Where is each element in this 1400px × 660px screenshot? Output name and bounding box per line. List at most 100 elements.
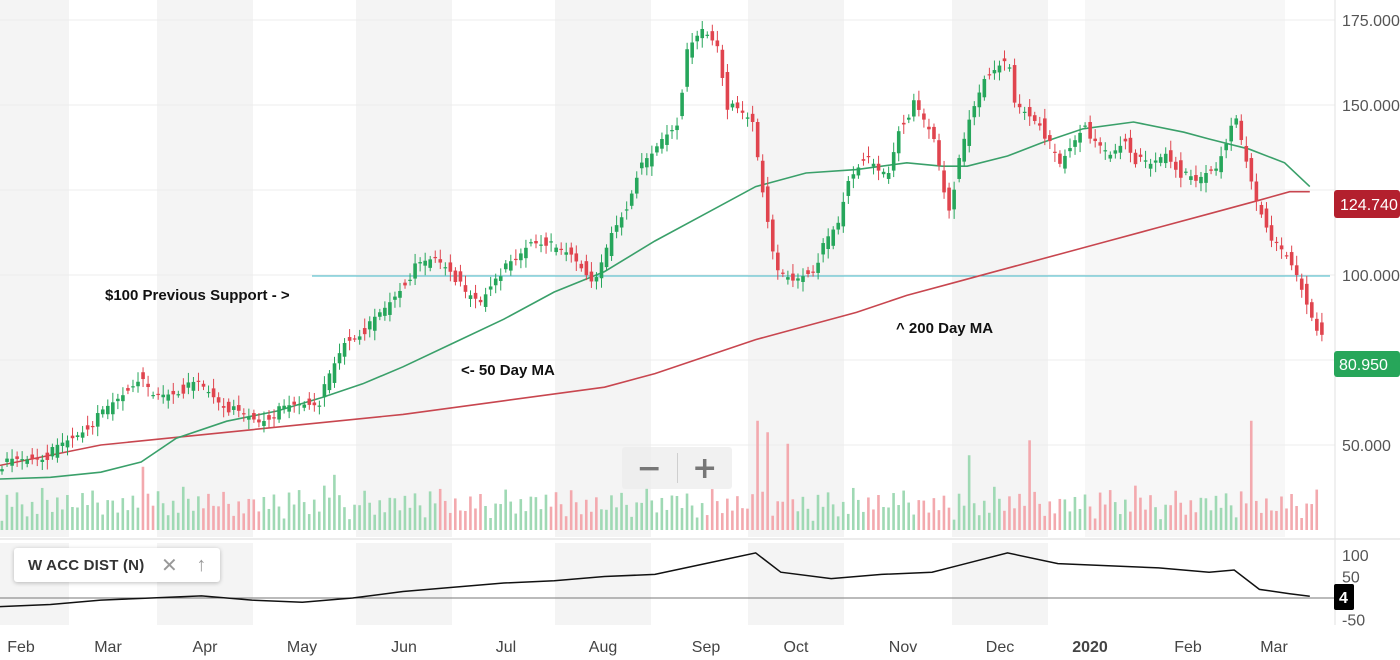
volume-bar — [1265, 498, 1268, 530]
grid-lines — [0, 0, 1400, 625]
candle — [226, 398, 231, 416]
candle-body — [770, 219, 775, 252]
volume-bar — [660, 497, 664, 530]
volume-bar — [564, 516, 568, 530]
candle-body — [1123, 138, 1128, 142]
candle — [755, 118, 760, 161]
close-icon[interactable]: ✕ — [161, 554, 178, 577]
volume-bar — [1310, 504, 1314, 530]
candle — [1108, 151, 1113, 162]
candle — [1043, 108, 1047, 146]
volume-bar — [877, 495, 880, 530]
candle-body — [927, 126, 931, 130]
volume-bar — [272, 494, 276, 530]
last-price-badge: 80.950 — [1334, 351, 1400, 377]
candle — [912, 93, 916, 122]
volume-bar — [731, 510, 734, 530]
volume-bar — [469, 496, 472, 530]
candle — [1088, 115, 1092, 144]
candle-body — [544, 237, 548, 246]
candle — [418, 257, 422, 272]
candle-body — [534, 241, 538, 244]
candle — [947, 182, 951, 219]
candle — [639, 153, 644, 175]
candle-body — [236, 405, 241, 411]
candle-body — [660, 139, 664, 149]
volume-bar — [715, 501, 719, 530]
candle-body — [287, 405, 291, 412]
candle — [539, 235, 543, 253]
candle — [1073, 135, 1077, 155]
candle — [307, 392, 312, 410]
volume-bar — [1189, 500, 1193, 530]
candle-body — [216, 397, 221, 403]
candle-body — [997, 65, 1002, 73]
candle-body — [1184, 171, 1188, 173]
indicator-pane: 100 50 -50 — [0, 548, 1369, 630]
candle — [856, 164, 861, 179]
candle — [448, 254, 453, 282]
volume-bar — [776, 501, 780, 530]
volume-bar — [574, 502, 578, 530]
volume-bar — [186, 498, 190, 530]
candle-body — [559, 248, 563, 251]
volume-bar — [202, 508, 205, 530]
candle-body — [196, 380, 201, 382]
candle-body — [181, 384, 186, 394]
candle — [851, 166, 856, 189]
arrow-up-icon[interactable]: ↑ — [196, 553, 207, 576]
volume-bar — [902, 490, 905, 530]
candle-body — [856, 167, 861, 176]
candle-body — [458, 271, 463, 282]
candle-body — [720, 49, 725, 78]
candle-body — [493, 278, 498, 286]
candle — [1234, 115, 1239, 128]
candle-body — [121, 395, 125, 402]
candle-body — [1310, 302, 1314, 318]
candle — [886, 166, 891, 184]
candle — [962, 132, 967, 167]
candle-body — [383, 307, 387, 316]
candle-body — [1002, 58, 1007, 62]
candle-body — [705, 34, 710, 36]
candle — [1219, 146, 1223, 179]
candle-body — [932, 126, 936, 139]
volume-bar — [217, 506, 220, 530]
candle-body — [252, 413, 256, 420]
volume-bar — [171, 500, 175, 530]
zoom-in-button[interactable]: + — [692, 450, 718, 486]
candle — [952, 181, 956, 219]
volume-bar — [1285, 508, 1288, 530]
candle — [690, 32, 694, 65]
volume-bar — [1008, 496, 1011, 530]
candle-body — [231, 406, 236, 410]
candle — [463, 275, 468, 299]
candle-body — [257, 419, 261, 423]
volume-bar — [831, 504, 835, 530]
candle — [791, 264, 795, 288]
zoom-out-button[interactable]: − — [636, 450, 662, 486]
volume-bar — [20, 504, 24, 530]
candle — [80, 425, 85, 443]
volume-bar — [1028, 440, 1031, 530]
candle — [1239, 114, 1244, 145]
candle-body — [90, 425, 95, 428]
volume-bar — [403, 495, 407, 530]
month-band — [952, 0, 1048, 537]
volume-bar — [685, 493, 689, 530]
candle — [866, 146, 871, 164]
candle-body — [277, 406, 281, 420]
volume-bar — [932, 498, 936, 530]
candle-body — [760, 160, 765, 193]
volume-bar — [197, 496, 200, 530]
volume-bar — [1013, 508, 1016, 530]
candle — [257, 413, 261, 428]
volume-bar — [1154, 507, 1157, 530]
candle — [594, 272, 599, 290]
candle-body — [1224, 143, 1228, 151]
volume-bar — [1295, 506, 1298, 530]
candle — [599, 254, 604, 288]
candle-body — [322, 384, 327, 398]
candle-body — [524, 247, 528, 259]
candle-body — [423, 260, 427, 266]
